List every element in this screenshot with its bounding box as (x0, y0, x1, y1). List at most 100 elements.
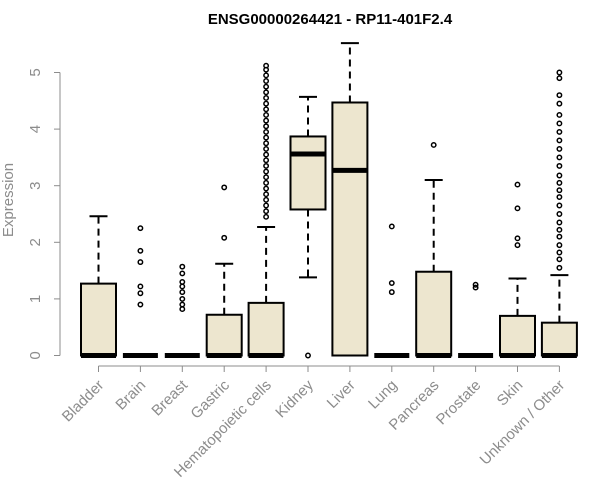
y-tick-label: 5 (27, 68, 44, 76)
outlier-point (263, 95, 270, 101)
outlier-point (263, 112, 270, 118)
box (415, 270, 453, 357)
outlier-point (514, 242, 521, 249)
y-tick-label: 1 (27, 295, 44, 303)
box-group (164, 263, 200, 358)
x-tick-label: Breast (148, 376, 191, 419)
box (499, 314, 536, 357)
box (331, 101, 369, 357)
box-group (415, 141, 453, 358)
outlier-point (556, 242, 563, 249)
outlier-point (388, 280, 395, 287)
box (247, 301, 285, 357)
outlier-point (137, 290, 144, 297)
outlier-point (263, 196, 270, 203)
outlier-point (556, 202, 563, 209)
outlier-point (472, 284, 479, 291)
outlier-point (514, 205, 521, 212)
outlier-point (263, 62, 270, 69)
x-tick-label: Brain (112, 377, 149, 414)
outlier-point (263, 100, 270, 107)
outlier-point (556, 249, 563, 256)
outlier-point (263, 191, 270, 198)
y-tick-label: 3 (27, 182, 44, 190)
x-tick-label: Bladder (59, 377, 108, 426)
outlier-point (263, 162, 270, 169)
outlier-point (263, 123, 270, 130)
box-group (205, 184, 243, 358)
x-tick-label: Lung (365, 377, 401, 413)
box-group (331, 42, 369, 357)
box-group (499, 181, 536, 358)
outlier-point (263, 72, 270, 79)
outlier-point (556, 162, 563, 169)
x-tick-label: Skin (494, 377, 527, 410)
outlier-point (137, 283, 144, 290)
outlier-point (556, 145, 563, 152)
box-group (374, 223, 410, 358)
outlier-point (556, 75, 563, 82)
box-group (122, 225, 158, 358)
outlier-point (137, 259, 144, 266)
outlier-point (514, 181, 521, 188)
outlier-point (556, 100, 563, 107)
outlier-point (263, 174, 270, 181)
outlier-point (514, 235, 521, 242)
outlier-point (556, 233, 563, 240)
outlier-point (179, 278, 186, 285)
outlier-point (556, 219, 563, 226)
outlier-point (556, 120, 563, 127)
outlier-point (263, 145, 270, 152)
outlier-point (430, 141, 437, 148)
outlier-point (556, 264, 563, 271)
outlier-point (263, 134, 270, 141)
outlier-point (137, 301, 144, 308)
outlier-point (179, 289, 186, 296)
outlier-point (556, 187, 563, 194)
y-axis: 0 1 2 3 4 5 (27, 68, 61, 360)
outlier-point (263, 185, 270, 192)
box (80, 282, 117, 357)
outlier-point (263, 83, 270, 90)
outlier-point (263, 140, 270, 147)
outlier-point (556, 137, 563, 144)
x-tick-label: Liver (324, 377, 359, 412)
outlier-point (263, 213, 270, 220)
outlier-point (556, 179, 563, 186)
box (205, 313, 243, 357)
outlier-point (137, 247, 144, 254)
outlier-point (263, 89, 270, 96)
y-tick-label: 0 (27, 351, 44, 359)
outlier-point (263, 151, 270, 158)
outlier-point (556, 154, 563, 161)
outlier-point (556, 211, 563, 217)
outlier-point (556, 69, 563, 76)
outlier-point (263, 208, 270, 215)
outlier-point (179, 270, 186, 277)
outlier-point (221, 234, 228, 241)
outlier-point (263, 179, 270, 186)
outlier-point (556, 128, 563, 135)
outlier-point (263, 78, 270, 84)
box-group (80, 215, 117, 358)
outlier-point (263, 202, 270, 209)
outlier-point (556, 194, 563, 200)
outlier-point (556, 172, 563, 179)
outlier-point (556, 92, 563, 99)
box (289, 135, 327, 211)
outlier-point (179, 306, 186, 313)
outlier-point (388, 289, 395, 296)
outlier-point (388, 223, 395, 230)
x-tick-label: Kidney (272, 376, 317, 421)
y-axis-label: Expression (0, 163, 17, 237)
box (540, 321, 578, 357)
chart-title: ENSG00000264421 - RP11-401F2.4 (208, 11, 453, 28)
outlier-point (263, 168, 270, 175)
y-tick-label: 4 (27, 125, 44, 133)
outlier-point (179, 263, 186, 270)
boxes (80, 42, 578, 359)
outlier-point (263, 157, 270, 164)
x-tick-label: Prostate (433, 377, 485, 429)
